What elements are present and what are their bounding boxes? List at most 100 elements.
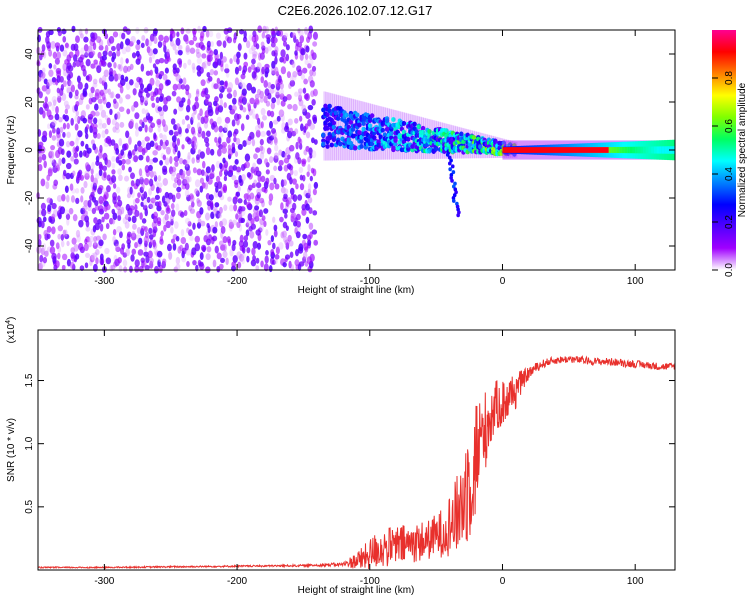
spectrogram-cell xyxy=(224,67,230,74)
spectrogram-cell xyxy=(433,146,439,152)
spectrogram-cell xyxy=(58,138,65,147)
spectrogram-cell xyxy=(165,146,171,155)
spectrogram-cell xyxy=(42,130,48,138)
spectrogram-cell xyxy=(263,263,269,272)
spectrogram-cell xyxy=(259,97,264,103)
spectrogram-cell xyxy=(65,172,71,180)
spectrogram-cell xyxy=(294,117,299,124)
spectrogram-cell xyxy=(50,150,55,159)
spectrogram-cell xyxy=(131,230,136,238)
spectrogram-cell xyxy=(295,213,301,221)
spectrogram-cell xyxy=(176,83,182,90)
spectrogram-cell xyxy=(50,40,56,49)
spectrogram-cell xyxy=(391,145,396,151)
spectrogram-cell xyxy=(241,252,246,259)
y-tick-label: 1.0 xyxy=(24,436,35,450)
spectrogram-cell xyxy=(263,187,268,194)
spectrogram-cell xyxy=(46,109,52,118)
spectrogram-cell xyxy=(143,191,148,200)
spectrogram-cell xyxy=(186,155,191,164)
spectrogram-cell xyxy=(189,47,196,54)
spectrogram-cell xyxy=(85,252,91,259)
spectrogram-cell xyxy=(71,25,76,33)
spectrogram-cell xyxy=(245,229,250,237)
spectrogram-cell xyxy=(137,140,142,147)
spectrogram-cell xyxy=(73,244,79,252)
spectrogram-cell xyxy=(185,28,191,34)
spectrogram-cell xyxy=(478,144,483,150)
spectrogram-cell xyxy=(151,102,156,108)
spectrogram-cell xyxy=(96,36,102,44)
spectrogram-cell xyxy=(212,259,217,268)
spectrogram-cell xyxy=(294,259,300,267)
spectrogram-cell xyxy=(309,175,313,182)
spectrogram-cell xyxy=(66,194,70,203)
spectrogram-cell xyxy=(307,156,311,163)
spectrogram-cell xyxy=(98,184,104,191)
spectrogram-cell xyxy=(53,179,59,187)
spectrogram-cell xyxy=(178,78,183,84)
spectrogram-cell xyxy=(272,242,276,250)
spectrogram-cell xyxy=(312,41,318,47)
spectrogram-cell xyxy=(238,253,245,262)
spectrogram-cell xyxy=(338,141,343,147)
spectrogram-cell xyxy=(63,100,69,107)
spectrogram-cell xyxy=(242,140,247,147)
spectrogram-cell xyxy=(117,257,122,264)
spectrogram-cell xyxy=(75,187,80,194)
spectrogram-cell xyxy=(260,175,266,183)
spectrogram-cell xyxy=(183,62,187,69)
spectrogram-cell xyxy=(344,112,349,118)
spectrogram-cell xyxy=(43,160,47,169)
spectrogram-cell xyxy=(463,128,467,159)
spectrogram-cell xyxy=(256,158,263,165)
spectrogram-cell xyxy=(176,96,182,103)
spectrogram-cell xyxy=(267,81,272,89)
spectrogram-cell xyxy=(214,136,218,143)
spectrogram-cell xyxy=(40,71,46,79)
spectrogram-cell xyxy=(180,27,185,35)
spectrogram-cell xyxy=(281,35,288,42)
spectrogram-cell xyxy=(148,158,154,165)
spectrogram-cell xyxy=(174,161,179,168)
spectrogram-cell xyxy=(75,137,79,146)
spectrogram-cell xyxy=(236,57,240,65)
spectrogram-cell xyxy=(143,251,149,257)
spectrogram-cell xyxy=(414,129,419,134)
spectrogram-cell xyxy=(93,252,98,258)
spectrogram-cell xyxy=(46,79,53,87)
spectrogram-cell xyxy=(69,183,74,191)
spectrogram-cell xyxy=(304,93,310,102)
spectrogram-cell xyxy=(209,171,215,178)
spectrogram-cell xyxy=(228,204,234,212)
spectrogram-cell xyxy=(237,261,242,269)
spectrogram-cell xyxy=(287,118,293,126)
spectrogram-cell xyxy=(408,113,412,160)
spectrogram-cell xyxy=(299,115,303,122)
spectrogram-cell xyxy=(264,88,270,96)
spectrogram-cell xyxy=(190,126,196,135)
spectrogram-cell xyxy=(329,142,335,148)
spectrogram-cell xyxy=(54,42,61,49)
spectrogram-cell xyxy=(211,164,215,173)
spectrogram-cell xyxy=(289,251,294,258)
spectrogram-cell xyxy=(274,66,279,75)
spectrogram-cell xyxy=(228,219,233,226)
spectrogram-cell xyxy=(143,260,147,268)
spectrogram-cell xyxy=(111,51,117,60)
spectrogram-cell xyxy=(264,255,269,264)
spectrogram-cell xyxy=(272,216,276,223)
spectrogram-cell xyxy=(365,102,369,160)
spectrogram-cell xyxy=(253,179,258,186)
spectrogram-cell xyxy=(69,80,73,87)
spectrogram-cell xyxy=(157,41,163,48)
spectrogram-cell xyxy=(227,196,232,202)
spectrogram-cell xyxy=(246,82,253,91)
spectrogram-cell xyxy=(51,226,56,235)
spectrogram-cell xyxy=(303,78,308,85)
spectrogram-cell xyxy=(61,148,65,156)
spectrogram-cell xyxy=(76,234,81,243)
spectrogram-cell xyxy=(103,212,110,220)
spectrogram-cell xyxy=(219,170,223,177)
spectrogram-cell xyxy=(456,213,460,218)
